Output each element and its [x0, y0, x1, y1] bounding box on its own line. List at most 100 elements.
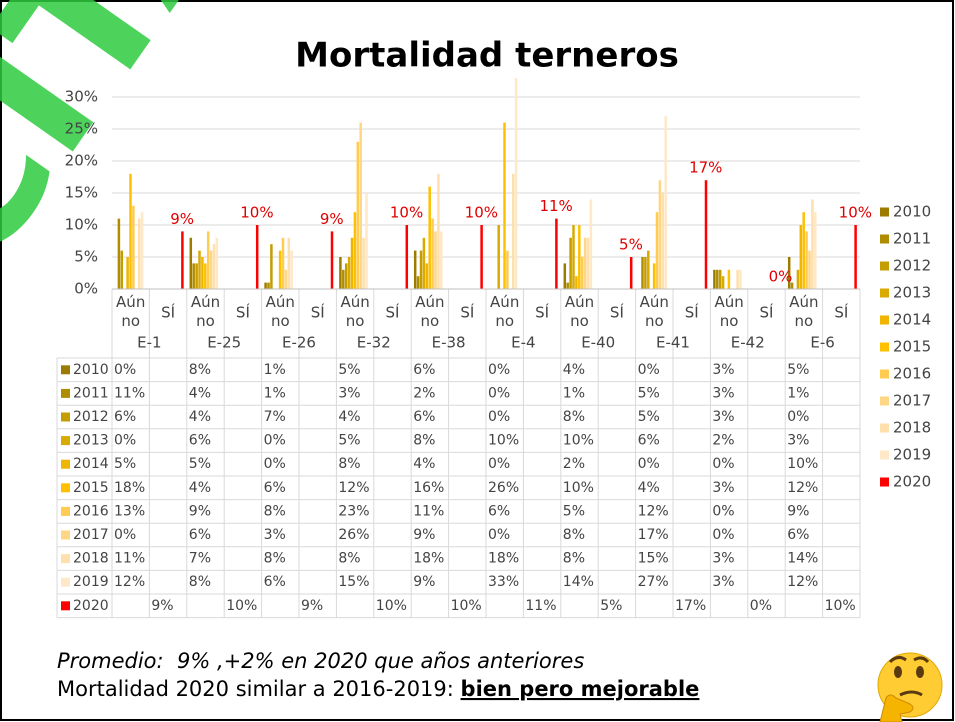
table-cell: 6%: [189, 433, 211, 449]
x-tick-label: SÍ: [311, 303, 325, 322]
table-cell: 13%: [114, 503, 145, 519]
bar: [736, 269, 739, 289]
legend-label: 2019: [893, 446, 931, 464]
bar: [805, 231, 808, 289]
table-cell: 5%: [338, 362, 360, 378]
table-cell: 2%: [712, 433, 734, 449]
table-cell: 8%: [264, 551, 286, 567]
table-legend-key: [61, 483, 70, 493]
table-cell: 0%: [638, 456, 660, 472]
bar: [206, 231, 210, 289]
bar: [644, 257, 647, 289]
y-tick-label: 30%: [65, 88, 98, 106]
x-tick-label: Aún no: [116, 293, 145, 330]
table-cell: 8%: [413, 433, 435, 449]
table-cell: 5%: [338, 433, 360, 449]
bar: [344, 263, 348, 289]
table-cell: 6%: [488, 503, 510, 519]
bar: [704, 180, 708, 289]
table-cell: 9%: [189, 503, 211, 519]
x-tick-word: no: [346, 312, 365, 330]
x-tick-word: no: [495, 312, 514, 330]
bar: [431, 218, 434, 289]
bar: [480, 225, 483, 289]
x-tick-label: Aún no: [565, 293, 594, 330]
bar: [215, 237, 219, 289]
table-legend-key: [61, 365, 70, 375]
bar: [854, 225, 857, 289]
x-tick-label: Aún no: [490, 293, 519, 330]
data-label: 9%: [320, 210, 344, 228]
legend-label: 2011: [893, 230, 931, 248]
footer-line2: Mortalidad 2020 similar a 2016-2019: bie…: [57, 677, 699, 701]
table-cell: 9%: [301, 598, 323, 614]
bar: [330, 231, 334, 289]
table-legend-key: [61, 554, 70, 564]
bar: [359, 122, 362, 289]
table-cell: 0%: [712, 527, 734, 543]
table-cell: 10%: [825, 598, 856, 614]
bar: [198, 250, 201, 289]
table-cell: 4%: [413, 456, 435, 472]
table-series-name: 2018: [73, 551, 109, 567]
table-cell: 0%: [488, 385, 510, 401]
bar: [555, 218, 558, 289]
bar: [716, 269, 719, 289]
data-label: 9%: [170, 210, 194, 228]
legend-key: [880, 234, 889, 244]
table-cell: 10%: [563, 433, 594, 449]
table-cell: 5%: [638, 385, 660, 401]
data-label: 0%: [769, 268, 793, 286]
table-cell: 9%: [413, 527, 435, 543]
bar: [356, 141, 360, 289]
chart-title: Mortalidad terneros: [295, 36, 679, 76]
table-cell: 27%: [638, 574, 669, 590]
table-cell: 0%: [488, 362, 510, 378]
table-cell: 3%: [712, 574, 734, 590]
table-cell: 12%: [638, 503, 669, 519]
group-label: E-6: [810, 334, 834, 352]
x-tick-word: Aún: [490, 293, 519, 311]
table-cell: 11%: [525, 598, 556, 614]
bar: [658, 180, 662, 289]
group-label: E-42: [731, 334, 765, 352]
group-label: E-25: [207, 334, 241, 352]
table-cell: 5%: [787, 362, 809, 378]
table-cell: 26%: [488, 480, 519, 496]
bar: [739, 269, 742, 289]
bar: [655, 212, 659, 289]
bar: [589, 199, 593, 289]
table-cell: 5%: [638, 409, 660, 425]
table-cell: 4%: [338, 409, 360, 425]
table-cell: 18%: [114, 480, 145, 496]
legend-label: 2013: [893, 284, 931, 302]
table-cell: 1%: [264, 362, 286, 378]
table-cell: 3%: [787, 433, 809, 449]
table-cell: 6%: [638, 433, 660, 449]
legend-key: [880, 423, 889, 433]
table-cell: 0%: [488, 456, 510, 472]
table-cell: 6%: [264, 574, 286, 590]
bar: [362, 237, 365, 289]
legend-key: [880, 450, 889, 460]
y-tick-label: 5%: [74, 248, 98, 266]
bar: [347, 257, 351, 289]
bar: [718, 269, 722, 289]
data-label: 10%: [240, 204, 273, 222]
table-cell: 18%: [413, 551, 444, 567]
table-series-name: 2020: [73, 598, 109, 614]
table-cell: 7%: [264, 409, 286, 425]
table-cell: 4%: [563, 362, 585, 378]
x-tick-word: Aún: [266, 293, 295, 311]
bar: [342, 269, 345, 289]
bar: [437, 173, 440, 289]
x-tick-label: SÍ: [834, 303, 848, 322]
legend-key: [880, 288, 889, 298]
legend-key: [880, 396, 889, 406]
bar: [264, 282, 267, 289]
x-tick-word: no: [121, 312, 140, 330]
x-tick-word: Aún: [116, 293, 145, 311]
bar: [129, 173, 132, 289]
table-cell: 8%: [189, 574, 211, 590]
